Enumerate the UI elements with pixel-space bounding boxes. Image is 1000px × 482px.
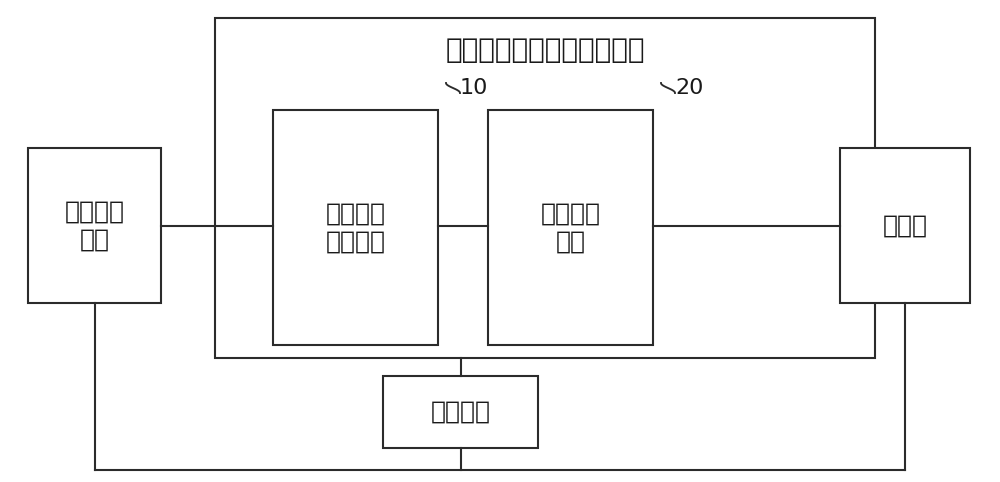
Text: 10: 10 — [460, 78, 488, 98]
Text: 线性稳压
电路: 线性稳压 电路 — [540, 201, 600, 254]
Bar — [273, 110, 438, 345]
Bar — [215, 18, 875, 358]
Text: 20: 20 — [675, 78, 703, 98]
Bar — [28, 148, 161, 303]
Bar — [383, 376, 538, 448]
Text: 天平电桥的放大器供电电路: 天平电桥的放大器供电电路 — [445, 36, 645, 64]
Text: 电桥激励
电源: 电桥激励 电源 — [64, 200, 124, 252]
Text: 隔离开关
电源电路: 隔离开关 电源电路 — [326, 201, 386, 254]
Bar — [488, 110, 653, 345]
Text: 天平电桥: 天平电桥 — [430, 400, 490, 424]
Text: 放大器: 放大器 — [883, 214, 928, 238]
Bar — [840, 148, 970, 303]
